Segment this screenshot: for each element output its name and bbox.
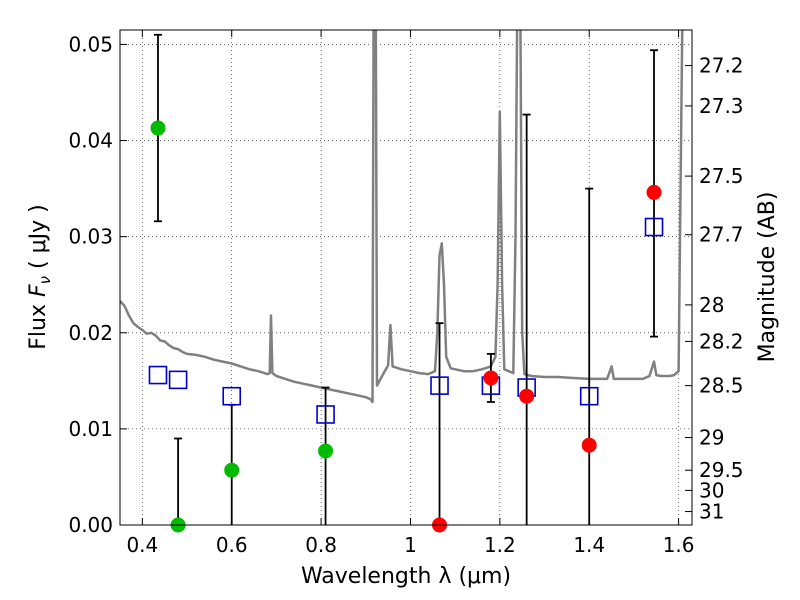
magnitude-tick-label: 31 [699, 500, 724, 524]
magnitude-tick-label: 30 [699, 478, 724, 502]
magnitude-tick-label: 28.5 [699, 374, 744, 398]
x-tick-label: 1.6 [663, 533, 695, 557]
plot-frame [119, 29, 693, 526]
x-tick-label: 0.4 [126, 533, 158, 557]
x-axis-ticks: 0.4 0.6 0.8 1 1.2 1.4 1.6 [126, 30, 695, 557]
y-axis-label: Flux Fν ( μJy ) [26, 204, 54, 349]
magnitude-tick-label: 28 [699, 293, 724, 317]
x-tick-label: 0.8 [305, 533, 337, 557]
y-axis-ticks: 0.00 0.01 0.02 0.03 0.04 0.05 [68, 32, 127, 537]
model-photometry-square [168, 370, 188, 390]
magnitude-tick-label: 29 [699, 426, 724, 450]
y-tick-label: 0.01 [68, 417, 113, 441]
magnitude-tick-label: 29.5 [699, 458, 744, 482]
x-tick-label: 1.4 [573, 533, 605, 557]
model-photometry-square [148, 365, 168, 385]
y-tick-label: 0.00 [68, 513, 113, 537]
model-photometry-square [644, 217, 664, 237]
spectrum-layer [120, 30, 684, 404]
y-tick-label: 0.03 [68, 225, 113, 249]
y-tick-label: 0.04 [68, 129, 113, 153]
model-photometry-square [222, 386, 242, 406]
x-axis-label: Wavelength λ (μm) [301, 564, 511, 589]
model-photometry-square [430, 376, 449, 395]
y-tick-label: 0.05 [68, 32, 113, 56]
observed-flux-point [150, 120, 166, 136]
observed-flux-point [224, 462, 240, 478]
magnitude-tick-label: 27.5 [699, 164, 744, 188]
model-photometry-square [316, 405, 335, 424]
observed-flux-point [318, 443, 334, 459]
observed-flux-point [646, 184, 662, 200]
observed-flux-point [581, 437, 597, 453]
magnitude-tick-label: 27.7 [699, 223, 744, 247]
y-tick-label: 0.02 [68, 321, 113, 345]
observed-flux-point [519, 388, 535, 404]
x-tick-label: 0.6 [216, 533, 248, 557]
x-tick-label: 1 [404, 533, 417, 557]
model-spectrum-line [120, 30, 684, 404]
x-tick-label: 1.2 [484, 533, 516, 557]
magnitude-tick-label: 27.3 [699, 94, 744, 118]
markers-layer [148, 120, 664, 533]
magnitude-axis-label: Magnitude (AB) [755, 192, 780, 363]
magnitude-tick-label: 28.2 [699, 329, 744, 353]
observed-flux-point [483, 370, 499, 386]
magnitude-tick-label: 27.2 [699, 54, 744, 78]
model-photometry-square [579, 386, 599, 406]
